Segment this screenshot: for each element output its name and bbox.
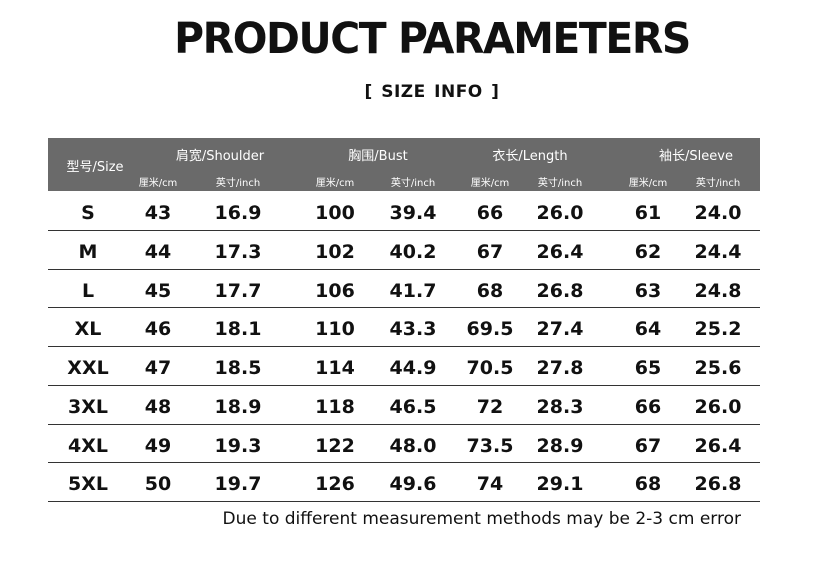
value-cell: 29.1 [536, 473, 584, 496]
value-cell: 26.8 [536, 279, 584, 302]
size-cell: L [81, 279, 95, 302]
unit-header: 厘米/cm [470, 178, 510, 189]
group-header: 袖长/Sleeve [659, 149, 733, 164]
size-cell: M [78, 240, 98, 263]
value-cell: 19.7 [214, 473, 262, 496]
value-cell: 28.9 [536, 434, 584, 457]
unit-header: 英寸/inch [390, 178, 436, 189]
value-cell: 16.9 [214, 202, 262, 224]
value-cell: 68 [634, 473, 662, 496]
value-cell: 66 [476, 202, 504, 224]
size-cell: 5XL [68, 473, 108, 496]
value-cell: 49 [144, 434, 172, 457]
value-cell: 25.6 [694, 357, 742, 379]
group-header: 胸围/Bust [348, 149, 408, 164]
value-cell: 17.7 [214, 279, 262, 302]
value-cell: 64 [634, 318, 662, 341]
value-cell: 18.5 [214, 357, 262, 379]
unit-header: 英寸/inch [537, 178, 583, 189]
value-cell: 40.2 [389, 240, 437, 263]
value-cell: 43 [144, 202, 172, 224]
size-cell: 4XL [68, 434, 108, 457]
group-header: 肩宽/Shoulder [175, 149, 265, 164]
value-cell: 74 [476, 473, 504, 496]
value-cell: 44 [144, 240, 172, 263]
unit-header: 英寸/inch [215, 178, 261, 189]
group-header: 衣长/Length [492, 149, 568, 164]
size-header: 型号/Size [66, 160, 124, 175]
value-cell: 27.4 [536, 318, 584, 341]
row-divider [48, 385, 760, 386]
size-cell: 3XL [68, 395, 108, 418]
value-cell: 126 [315, 473, 355, 496]
value-cell: 67 [634, 434, 662, 457]
row-divider [48, 424, 760, 425]
value-cell: 118 [315, 395, 355, 418]
row-divider [48, 269, 760, 270]
value-cell: 70.5 [466, 357, 514, 379]
value-cell: 48 [144, 395, 172, 418]
unit-header: 厘米/cm [315, 178, 355, 189]
value-cell: 48.0 [389, 434, 437, 457]
value-cell: 67 [476, 240, 504, 263]
subtitle: [ SIZE INFO ] [364, 82, 500, 102]
value-cell: 69.5 [466, 318, 514, 341]
value-cell: 18.1 [214, 318, 262, 341]
value-cell: 44.9 [389, 357, 437, 379]
row-divider [48, 501, 760, 502]
value-cell: 110 [315, 318, 355, 341]
value-cell: 102 [315, 240, 355, 263]
value-cell: 26.4 [536, 240, 584, 263]
unit-header: 厘米/cm [628, 178, 668, 189]
value-cell: 26.4 [694, 434, 742, 457]
value-cell: 28.3 [536, 395, 584, 418]
table-header [48, 138, 760, 191]
value-cell: 114 [315, 357, 355, 379]
value-cell: 100 [315, 202, 355, 224]
value-cell: 73.5 [466, 434, 514, 457]
unit-header: 英寸/inch [695, 178, 741, 189]
note: Due to different measurement methods may… [222, 509, 741, 529]
value-cell: 19.3 [214, 434, 262, 457]
value-cell: 18.9 [214, 395, 262, 418]
value-cell: 63 [634, 279, 662, 302]
value-cell: 49.6 [389, 473, 437, 496]
value-cell: 24.0 [694, 202, 742, 224]
size-cell: XL [74, 318, 102, 341]
value-cell: 72 [476, 395, 504, 418]
value-cell: 25.2 [694, 318, 742, 341]
size-cell: S [81, 202, 95, 224]
value-cell: 68 [476, 279, 504, 302]
value-cell: 66 [634, 395, 662, 418]
row-divider [48, 307, 760, 308]
value-cell: 27.8 [536, 357, 584, 379]
value-cell: 50 [144, 473, 172, 496]
value-cell: 61 [634, 202, 662, 224]
row-divider [48, 230, 760, 231]
value-cell: 65 [634, 357, 662, 379]
value-cell: 62 [634, 240, 662, 263]
value-cell: 26.0 [536, 202, 584, 224]
row-divider [48, 346, 760, 347]
value-cell: 41.7 [389, 279, 437, 302]
value-cell: 45 [144, 279, 172, 302]
title: PRODUCT PARAMETERS [174, 14, 691, 64]
value-cell: 26.8 [694, 473, 742, 496]
value-cell: 24.8 [694, 279, 742, 302]
value-cell: 46 [144, 318, 172, 341]
value-cell: 106 [315, 279, 355, 302]
size-cell: XXL [67, 357, 109, 379]
value-cell: 39.4 [389, 202, 437, 224]
value-cell: 122 [315, 434, 355, 457]
value-cell: 24.4 [694, 240, 742, 263]
value-cell: 46.5 [389, 395, 437, 418]
value-cell: 43.3 [389, 318, 437, 341]
value-cell: 26.0 [694, 395, 742, 418]
value-cell: 47 [144, 357, 172, 379]
row-divider [48, 462, 760, 463]
unit-header: 厘米/cm [138, 178, 178, 189]
value-cell: 17.3 [214, 240, 262, 263]
